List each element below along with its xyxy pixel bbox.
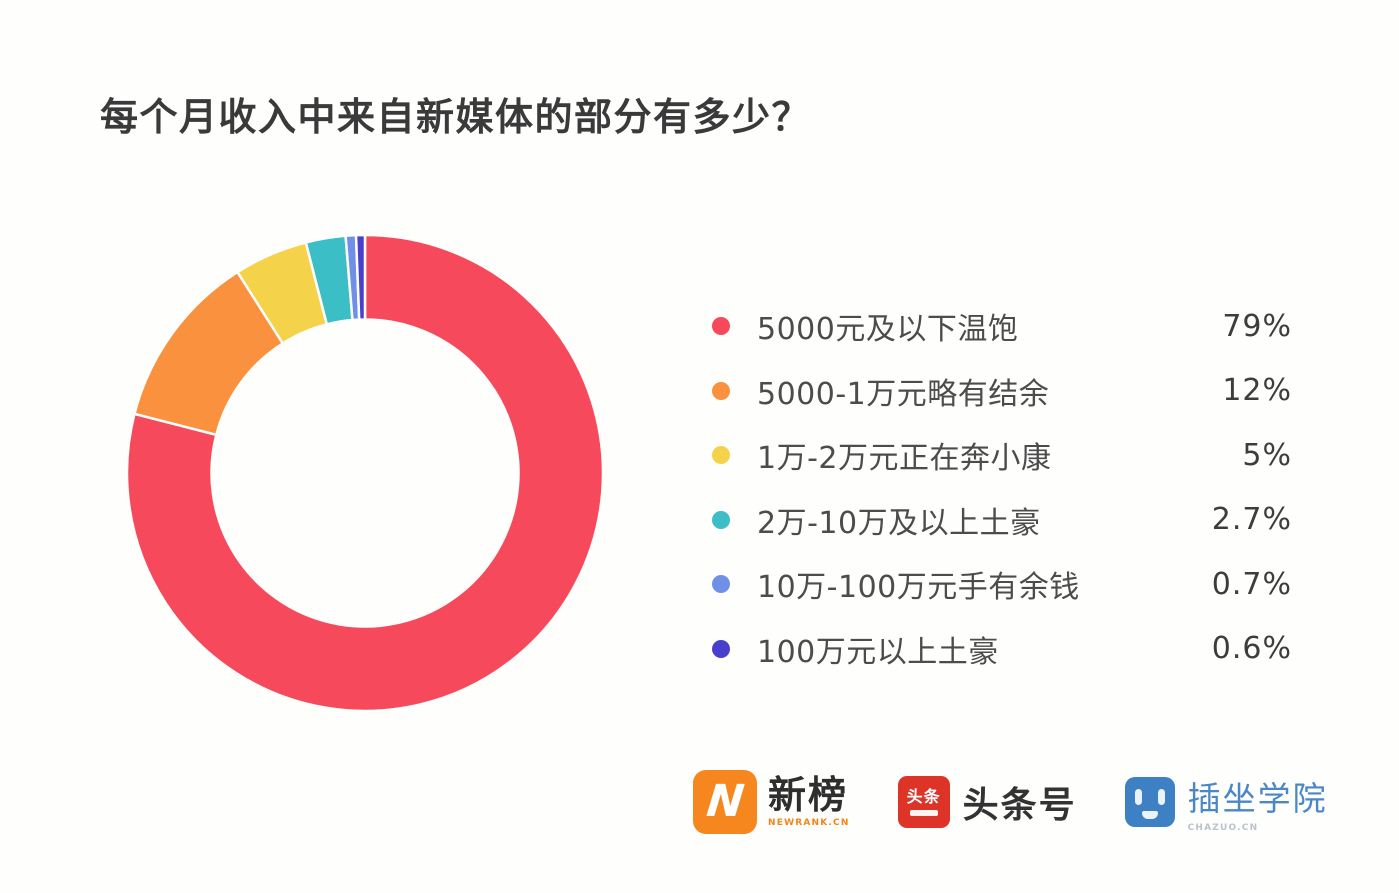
legend-label: 1万-2万元正在奔小康 xyxy=(757,441,1052,477)
legend-label: 5000元及以下温饱 xyxy=(757,312,1019,348)
legend-item: 5000元及以下温饱 79% xyxy=(712,294,1292,359)
newrank-subtitle: NEWRANK.CN xyxy=(768,818,850,829)
chazuo-eye-icon xyxy=(1134,789,1142,805)
newrank-n-glyph: N xyxy=(703,776,747,827)
legend-item: 5000-1万元略有结余 12% xyxy=(712,359,1292,424)
donut-chart-svg xyxy=(125,233,605,713)
legend-label: 100万元以上土豪 xyxy=(757,634,999,670)
donut-slice-1 xyxy=(125,233,605,713)
legend-value: 79% xyxy=(1222,308,1292,344)
logo-newrank: N 新榜 NEWRANK.CN xyxy=(693,770,850,834)
legend-item: 10万-100万元手有余钱 0.7% xyxy=(712,552,1292,617)
legend-label: 2万-10万及以上土豪 xyxy=(757,505,1041,541)
chazuo-title: 插坐学院 xyxy=(1187,778,1328,818)
legend-color-dot xyxy=(712,446,730,465)
legend-color-dot xyxy=(712,381,730,400)
logo-chazuo: 插坐学院 CHAZUO.CN xyxy=(1124,772,1328,833)
chart-legend: 5000元及以下温饱 79% 5000-1万元略有结余 12% 1万-2万元正在… xyxy=(712,294,1292,681)
legend-value: 0.7% xyxy=(1211,566,1292,602)
legend-value: 2.7% xyxy=(1211,502,1292,538)
legend-value: 12% xyxy=(1222,373,1292,409)
newrank-title: 新榜 xyxy=(768,772,849,817)
chazuo-robot-face-icon xyxy=(1124,777,1175,827)
legend-value: 0.6% xyxy=(1211,631,1292,667)
legend-color-dot xyxy=(712,510,730,529)
legend-item: 2万-10万及以上土豪 2.7% xyxy=(712,488,1292,553)
chazuo-subtitle: CHAZUO.CN xyxy=(1187,822,1259,833)
legend-label: 10万-100万元手有余钱 xyxy=(757,570,1080,606)
chazuo-mouth-icon xyxy=(1141,811,1158,819)
toutiao-mark-bar xyxy=(909,809,938,816)
legend-color-dot xyxy=(712,575,730,594)
legend-color-dot xyxy=(712,639,730,658)
newrank-logo-icon: N xyxy=(693,770,757,834)
donut-chart xyxy=(124,232,606,714)
logo-toutiao: 头条 头条号 xyxy=(897,776,1077,828)
chazuo-eye-icon xyxy=(1157,789,1165,805)
legend-label: 5000-1万元略有结余 xyxy=(757,376,1050,412)
toutiao-title: 头条号 xyxy=(962,785,1077,826)
legend-value: 5% xyxy=(1242,437,1292,473)
legend-item: 1万-2万元正在奔小康 5% xyxy=(712,423,1292,488)
toutiao-mark-chars: 头条 xyxy=(906,787,941,807)
toutiao-logo-icon: 头条 xyxy=(897,776,950,828)
donut-slice-6 xyxy=(354,233,367,321)
chart-title: 每个月收入中来自新媒体的部分有多少？ xyxy=(100,95,812,139)
legend-color-dot xyxy=(712,317,730,336)
legend-item: 100万元以上土豪 0.6% xyxy=(712,617,1292,682)
footer-logos: N 新榜 NEWRANK.CN 头条 头条号 插坐学院 CHAZUO.CN xyxy=(693,770,1328,834)
